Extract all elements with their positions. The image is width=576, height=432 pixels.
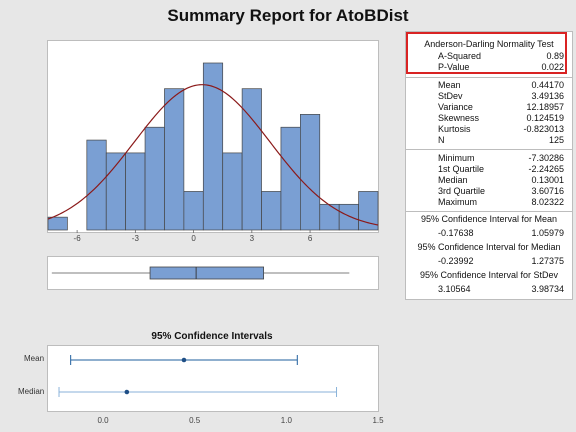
stat-value: 0.44170 (531, 80, 564, 90)
stat-row: Variance 12.18957 (406, 102, 572, 113)
x-tick-label: 0.5 (189, 416, 201, 425)
histogram-bar (300, 114, 321, 231)
report-title: Summary Report for AtoBDist (167, 6, 409, 25)
stat-label: Mean (438, 80, 461, 90)
normality-test-highlight (406, 32, 567, 74)
ci-stdev-heading: 95% Confidence Interval for StDev (419, 270, 559, 280)
x-tick-label: 0 (191, 234, 196, 243)
ci-stdev-values: 3.10564 3.98734 (406, 284, 572, 295)
stat-value: -7.30286 (528, 153, 564, 163)
ci-chart: 0.0 0.5 1.0 1.5 (58, 355, 384, 425)
ad-test-heading: Anderson-Darling Normality Test (424, 39, 554, 49)
ci-label-mean: Mean (24, 354, 45, 363)
stat-label: StDev (438, 91, 463, 101)
stat-label: Maximum (438, 197, 478, 207)
section-divider (406, 211, 572, 212)
stat-row: Median 0.13001 (406, 175, 572, 186)
ci-mean-heading: 95% Confidence Interval for Mean (420, 214, 558, 224)
stat-row: Skewness 0.124519 (406, 113, 572, 124)
histogram-bar (319, 203, 340, 231)
stat-label: Kurtosis (438, 124, 471, 134)
section-divider (406, 149, 572, 150)
stat-value: 125 (548, 135, 564, 145)
ci-low: -0.23992 (438, 256, 474, 266)
x-tick-label: 1.0 (281, 416, 293, 425)
histogram-bar (183, 191, 204, 231)
x-tick-label: -6 (74, 234, 82, 243)
ci-high: 3.98734 (531, 284, 564, 294)
stat-value: 3.60716 (531, 186, 564, 196)
ci-panel: 0.0 0.5 1.0 1.5 (47, 345, 384, 425)
stat-row: A-Squared 0.89 (406, 51, 572, 62)
ci-low: -0.17638 (438, 228, 474, 238)
stat-value: 0.13001 (531, 175, 564, 185)
stat-row: N 125 (406, 135, 572, 146)
stat-row: 1st Quartile -2.24265 (406, 164, 572, 175)
histogram-bar (261, 191, 282, 231)
ci-estimate-point (181, 357, 187, 363)
stat-row: P-Value 0.022 (406, 62, 572, 73)
ci-estimate-point (124, 389, 130, 395)
section-divider (406, 77, 572, 78)
boxplot-box (149, 266, 265, 280)
stat-row: Kurtosis -0.823013 (406, 124, 572, 135)
ci-median-heading: 95% Confidence Interval for Median (417, 242, 561, 252)
histogram-bar (47, 216, 68, 231)
normal-fit-curve (47, 84, 379, 226)
x-tick-label: 0.0 (97, 416, 109, 425)
stat-label: 1st Quartile (438, 164, 485, 174)
stat-label: Minimum (438, 153, 475, 163)
stat-label: Variance (438, 102, 473, 112)
histogram-panel: -6 -3 0 3 6 (47, 40, 379, 243)
ci-high: 1.05979 (531, 228, 564, 238)
ci-high: 1.27375 (531, 256, 564, 266)
histogram-bar (358, 191, 379, 231)
x-tick-label: 6 (308, 234, 313, 243)
stat-label: A-Squared (438, 51, 482, 61)
histogram-bar (222, 152, 243, 231)
ci-median-values: -0.23992 1.27375 (406, 256, 572, 267)
stat-value: 8.02322 (531, 197, 564, 207)
ci-mean-values: -0.17638 1.05979 (406, 228, 572, 239)
histogram-bar (144, 126, 165, 231)
histogram-bar (280, 126, 301, 231)
histogram-bar (86, 139, 107, 231)
x-tick-label: 3 (250, 234, 255, 243)
stat-value: 12.18957 (526, 102, 564, 112)
stat-label: 3rd Quartile (438, 186, 486, 196)
boxplot-chart (51, 266, 350, 280)
stat-value: -0.823013 (523, 124, 564, 134)
stat-label: P-Value (438, 62, 470, 72)
stat-label: Skewness (438, 113, 480, 123)
stat-value: 0.89 (546, 51, 564, 61)
histogram-bar (241, 88, 262, 231)
histogram-bar (164, 88, 185, 231)
stat-value: 0.124519 (526, 113, 564, 123)
stat-row: StDev 3.49136 (406, 91, 572, 102)
stat-row: 3rd Quartile 3.60716 (406, 186, 572, 197)
x-tick-label: 1.5 (372, 416, 384, 425)
stat-value: 3.49136 (531, 91, 564, 101)
x-tick-label: -3 (132, 234, 140, 243)
ci-chart-title: 95% Confidence Intervals (151, 331, 273, 342)
stat-label: Median (438, 175, 468, 185)
histogram-chart: -6 -3 0 3 6 (47, 62, 379, 243)
stat-value: -2.24265 (528, 164, 564, 174)
statistics-table: Anderson-Darling Normality Test A-Square… (405, 31, 573, 300)
histogram-bar (125, 152, 146, 231)
ci-low: 3.10564 (438, 284, 471, 294)
histogram-bar (338, 203, 359, 231)
stat-label: N (438, 135, 445, 145)
ci-label-median: Median (18, 387, 45, 396)
stat-row: Minimum -7.30286 (406, 153, 572, 164)
boxplot-panel (47, 256, 379, 290)
histogram-bar (202, 62, 224, 231)
stat-row: Mean 0.44170 (406, 80, 572, 91)
stat-value: 0.022 (541, 62, 564, 72)
stat-row: Maximum 8.02322 (406, 197, 572, 208)
